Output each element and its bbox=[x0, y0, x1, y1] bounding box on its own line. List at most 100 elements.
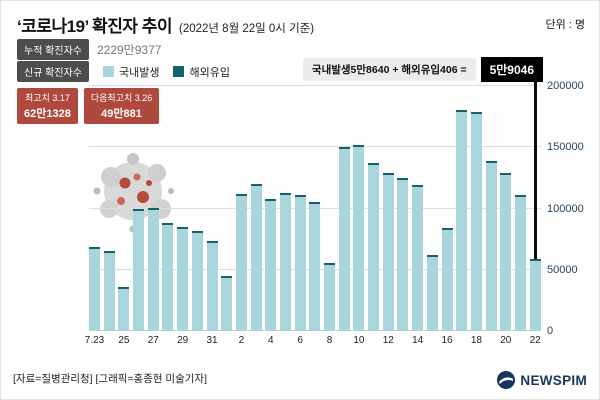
x-tick-8.2: 2 bbox=[238, 335, 245, 346]
bar-8.21 bbox=[514, 195, 526, 331]
bar-8.8 bbox=[324, 263, 335, 331]
x-tick-7.31: 31 bbox=[206, 335, 218, 346]
newspim-logo: NEWSPIM bbox=[497, 371, 587, 389]
y-tick-50000: 50000 bbox=[547, 263, 578, 276]
legend-item-overseas: 해외유입 bbox=[173, 64, 230, 80]
y-tick-0: 0 bbox=[547, 325, 554, 337]
bar-7.28 bbox=[162, 222, 174, 331]
new-cases-label-badge: 신규 확진자수 bbox=[17, 61, 89, 82]
bar-8.20 bbox=[500, 172, 512, 331]
newspim-wordmark: NEWSPIM bbox=[520, 372, 587, 388]
x-tick-7.29: 29 bbox=[177, 335, 189, 346]
source-credit: [자료=질병관리청] [그래픽=홍종현 미술기자] bbox=[13, 373, 207, 385]
bar-7.27 bbox=[147, 208, 159, 331]
cumulative-row: 누적 확진자수 2229만9377 bbox=[17, 39, 161, 60]
x-tick-7.25: 25 bbox=[118, 335, 130, 346]
bar-8.14 bbox=[412, 184, 424, 331]
x-tick-8.16: 16 bbox=[441, 335, 453, 346]
x-tick-8.11 bbox=[368, 335, 379, 346]
x-tick-7.24 bbox=[104, 335, 115, 346]
x-tick-7.27: 27 bbox=[147, 335, 159, 346]
x-tick-8.15 bbox=[427, 335, 438, 346]
bar-8.18 bbox=[470, 112, 482, 331]
bar-8.12 bbox=[382, 173, 394, 331]
y-tick-200000: 200000 bbox=[547, 80, 584, 92]
x-tick-8.8: 8 bbox=[326, 335, 333, 346]
domestic-swatch-icon bbox=[102, 66, 114, 77]
overseas-swatch-icon bbox=[173, 66, 185, 77]
bar-7.26 bbox=[133, 209, 145, 331]
bar-7.29 bbox=[177, 226, 189, 331]
bar-8.16 bbox=[441, 227, 453, 331]
x-tick-7.23: 7.23 bbox=[84, 335, 105, 346]
bar-8.4 bbox=[265, 198, 277, 331]
bar-8.6 bbox=[294, 195, 306, 331]
bars bbox=[89, 86, 541, 331]
peak1-value: 62만1328 bbox=[24, 108, 71, 120]
peak2-label: 다음최고치 3.26 bbox=[90, 93, 153, 103]
bar-7.23 bbox=[89, 247, 100, 331]
bar-8.5 bbox=[279, 192, 291, 331]
x-tick-8.18: 18 bbox=[470, 335, 482, 346]
x-tick-8.22: 22 bbox=[529, 335, 541, 346]
x-tick-8.13 bbox=[397, 335, 408, 346]
bar-7.30 bbox=[191, 230, 203, 331]
bar-8.11 bbox=[368, 162, 380, 331]
legend-overseas-label: 해외유입 bbox=[189, 66, 230, 79]
legend-row: 신규 확진자수 국내발생 해외유입 bbox=[17, 61, 230, 82]
legend-domestic-label: 국내발생 bbox=[118, 66, 160, 79]
bar-7.24 bbox=[103, 250, 115, 331]
x-tick-8.12: 12 bbox=[382, 335, 394, 346]
bar-8.13 bbox=[397, 178, 409, 331]
x-tick-8.21 bbox=[515, 335, 526, 346]
x-tick-8.14: 14 bbox=[412, 335, 424, 346]
bar-8.19 bbox=[485, 160, 497, 331]
bar-7.25 bbox=[118, 287, 130, 331]
x-tick-8.5 bbox=[280, 335, 291, 346]
bar-8.17 bbox=[456, 109, 468, 331]
cumulative-label-badge: 누적 확진자수 bbox=[17, 39, 89, 60]
x-tick-7.26 bbox=[133, 335, 144, 346]
x-axis: 7.23 25 27 29 31 2 4 6 8 10 12 14 16 18 20 22 bbox=[84, 335, 541, 346]
legend-item-domestic: 국내발생 bbox=[102, 64, 160, 80]
x-tick-7.30 bbox=[192, 335, 203, 346]
y-axis: 0 50000 100000 150000 200000 bbox=[547, 80, 597, 337]
x-tick-8.7 bbox=[309, 335, 320, 346]
peak2-value: 49만881 bbox=[101, 108, 142, 120]
bar-8.9 bbox=[338, 147, 350, 331]
x-tick-8.1 bbox=[221, 335, 232, 346]
unit-label: 단위 : 명 bbox=[545, 19, 585, 31]
x-tick-8.3 bbox=[251, 335, 262, 346]
peak-badge-1: 최고치 3.17 62만1328 bbox=[17, 88, 78, 124]
peak-badge-2: 다음최고치 3.26 49만881 bbox=[83, 88, 160, 124]
chart-plot bbox=[89, 85, 541, 331]
x-tick-8.6: 6 bbox=[297, 335, 303, 346]
coronavirus-illustration-icon bbox=[93, 153, 174, 233]
x-tick-8.19 bbox=[486, 335, 497, 346]
bar-8.3 bbox=[250, 184, 262, 331]
x-tick-8.4: 4 bbox=[267, 335, 274, 346]
bar-8.7 bbox=[309, 201, 321, 331]
bar-8.15 bbox=[426, 254, 438, 331]
bar-8.2 bbox=[235, 194, 247, 331]
callout-pointer-line bbox=[534, 75, 537, 259]
bar-8.22 bbox=[529, 258, 541, 331]
cumulative-value: 2229만9377 bbox=[96, 43, 162, 57]
y-tick-100000: 100000 bbox=[547, 202, 584, 215]
callout-result-badge: 5만9046 bbox=[480, 57, 543, 82]
callout-expression: 국내발생5만8640 + 해외유입406 = bbox=[302, 58, 476, 81]
page-title: ‘코로나19’ 확진자 추이 bbox=[17, 17, 172, 36]
x-tick-7.28 bbox=[162, 335, 173, 346]
x-tick-8.9 bbox=[339, 335, 350, 346]
peak-annotations: 최고치 3.17 62만1328 다음최고치 3.26 49만881 bbox=[17, 88, 160, 124]
bar-8.1 bbox=[221, 276, 233, 331]
bar-8.10 bbox=[353, 145, 365, 331]
bar-7.31 bbox=[206, 240, 218, 331]
page-subtitle: (2022년 8월 22일 0시 기준) bbox=[178, 23, 315, 35]
today-callout: 국내발생5만8640 + 해외유입406 = 5만9046 bbox=[302, 57, 543, 82]
peak1-label: 최고치 3.17 bbox=[24, 93, 70, 103]
x-tick-8.10: 10 bbox=[353, 335, 365, 346]
header: ‘코로나19’ 확진자 추이 (2022년 8월 22일 0시 기준) bbox=[17, 12, 314, 37]
newspim-globe-icon bbox=[497, 371, 516, 389]
